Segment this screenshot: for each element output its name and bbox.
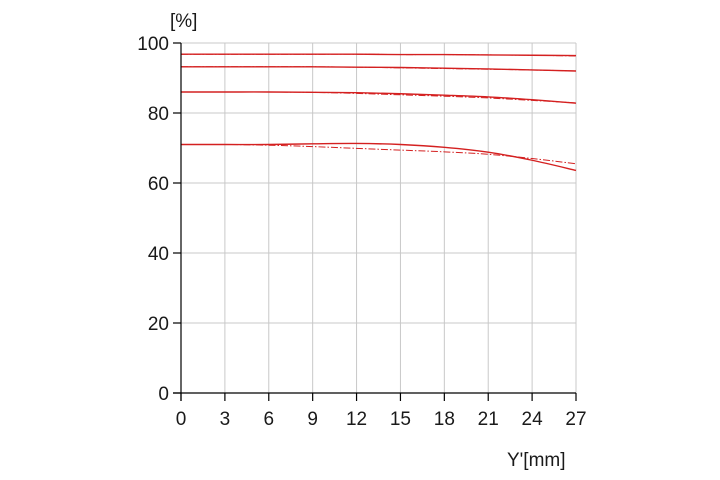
y-tick-label: 100 — [137, 34, 169, 55]
x-tick-label: 27 — [565, 409, 586, 430]
x-tick-label: 3 — [220, 409, 231, 430]
series-line-8-dashed — [180, 143, 577, 165]
series-line-2-dashed — [181, 53, 577, 57]
x-tick-label: 15 — [390, 409, 411, 430]
x-tick-label: 21 — [478, 409, 499, 430]
x-tick-label: 18 — [434, 409, 455, 430]
x-tick-label: 0 — [176, 409, 187, 430]
y-tick-label: 60 — [148, 174, 169, 195]
x-tick-label: 9 — [307, 409, 318, 430]
x-axis-unit-label: Y'[mm] — [507, 450, 566, 471]
series-line-6-dashed — [181, 91, 577, 104]
series-lines — [180, 53, 577, 172]
y-tick-label: 20 — [148, 314, 169, 335]
y-axis-unit-label: [%] — [170, 11, 197, 32]
grid-lines — [181, 42, 577, 393]
series-line-4-dashed — [181, 66, 577, 72]
x-tick-label: 12 — [346, 409, 367, 430]
axes — [173, 42, 577, 401]
x-tick-label: 24 — [522, 409, 544, 430]
y-tick-label: 80 — [148, 104, 169, 125]
tick-labels: 0 20 40 60 80 100 0 3 6 9 12 15 18 21 24 27 — [137, 34, 586, 430]
y-tick-label: 0 — [158, 384, 169, 405]
y-tick-label: 40 — [148, 244, 169, 265]
x-tick-label: 6 — [263, 409, 274, 430]
series-line-7-solid — [181, 142, 577, 172]
